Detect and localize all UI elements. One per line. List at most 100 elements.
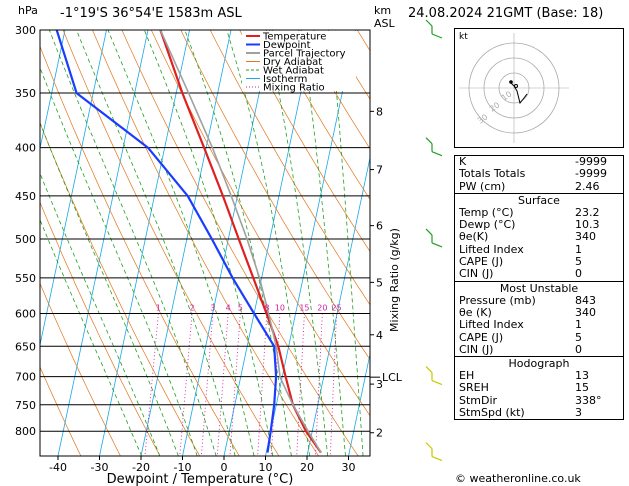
dry-adiabat-line	[40, 45, 240, 456]
x-axis-title: Dewpoint / Temperature (°C)	[107, 472, 294, 486]
wind-barb-flag	[425, 442, 433, 450]
dry-adiabat-line	[121, 30, 359, 456]
isotherm-line	[348, 352, 370, 456]
km-tick-4: 4	[376, 329, 383, 342]
mixing-ratio-label-25: 25	[331, 304, 341, 313]
dry-adiabat-line	[239, 30, 370, 253]
row-mu-cin: CIN (J) 0	[459, 342, 582, 356]
row-stmdir: StmDir 338°	[459, 393, 602, 407]
wind-barb-tail	[431, 380, 443, 386]
temperature-tick-10: 10	[259, 461, 273, 474]
dry-adiabat-line	[150, 30, 370, 417]
pressure-tick-300: 300	[15, 24, 36, 37]
km-tick-6: 6	[376, 220, 383, 233]
row-surface-cin: CIN (J) 0	[459, 267, 582, 281]
mixing-ratio-label-1: 1	[156, 304, 161, 313]
isotherm-line	[306, 155, 370, 456]
wet-adiabat-line	[76, 30, 236, 456]
dry-adiabat-line	[268, 30, 370, 201]
wind-barb-700	[425, 366, 443, 386]
temperature-tick--30: -30	[91, 461, 109, 474]
isotherm-line	[40, 30, 107, 347]
row-surface-dewp: Dewp (°C) 10.3	[459, 218, 600, 232]
temperature-tick-20: 20	[300, 461, 314, 474]
wind-barb-300	[425, 19, 443, 39]
lcl-label: LCL	[382, 371, 403, 384]
isotherm-line	[223, 30, 315, 456]
temperature-tick--40: -40	[49, 461, 67, 474]
mixing-ratio-line	[216, 313, 229, 456]
mixing-ratio-label-8: 8	[264, 304, 269, 313]
temperature-tick--10: -10	[174, 461, 192, 474]
wet-adiabat-line	[40, 172, 161, 456]
km-tick-8: 8	[376, 105, 383, 118]
mixing-ratio-label-5: 5	[238, 304, 243, 313]
wind-barb-flag	[425, 137, 433, 145]
wind-barb-tail	[431, 456, 443, 462]
wet-adiabat-line	[48, 30, 217, 456]
hodograph-unit: kt	[459, 32, 468, 42]
indices-table: K -9999 Totals Totals -9999 PW (cm) 2.46 Su…	[454, 155, 624, 421]
wet-adiabat-line	[40, 218, 142, 456]
asl-unit: ASL	[374, 17, 395, 30]
row-mu-cape: CAPE (J) 5	[459, 330, 582, 344]
km-tick-3: 3	[376, 378, 383, 391]
legend-wet-adiabat: Wet Adiabat	[263, 66, 324, 77]
pressure-tick-700: 700	[15, 371, 36, 384]
row-stmspd: StmSpd (kt) 3	[459, 406, 582, 420]
hodograph-storm-marker	[509, 80, 513, 84]
wind-barb-tail	[431, 33, 443, 39]
dry-adiabat-line	[92, 30, 319, 456]
surface-header: Surface	[455, 192, 623, 207]
series-dewpoint	[55, 30, 278, 453]
wind-barb-400	[425, 137, 443, 157]
row-totals: Totals Totals -9999	[459, 167, 607, 181]
dry-adiabat-line	[40, 366, 82, 456]
isotherm-line	[140, 30, 232, 456]
temperature-tick--20: -20	[132, 461, 150, 474]
row-eh: EH 13	[459, 369, 589, 383]
row-surface-temp: Temp (°C) 23.2	[459, 205, 600, 219]
hodograph: kt 10 20 30	[454, 28, 624, 148]
wet-adiabat-line	[226, 30, 310, 456]
dry-adiabat-line	[62, 30, 280, 456]
wet-adiabat-line	[300, 30, 346, 456]
mixing-ratio-label-20: 20	[317, 304, 327, 313]
dry-adiabat-line	[40, 201, 161, 456]
row-surface-cape: CAPE (J) 5	[459, 255, 582, 269]
mixing-ratio-label-3: 3	[210, 304, 215, 313]
row-mu-li: Lifted Index 1	[459, 318, 582, 332]
wet-adiabat-line	[330, 30, 364, 456]
mixing-ratio-label-10: 10	[275, 304, 285, 313]
datetime-title: 24.08.2024 21GMT (Base: 18)	[408, 6, 604, 21]
pressure-tick-500: 500	[15, 233, 36, 246]
hodograph-mean-marker	[514, 84, 518, 88]
legend-parcel: Parcel Trajectory	[263, 49, 346, 60]
isotherm-line	[99, 30, 190, 456]
row-surface-li: Lifted Index 1	[459, 242, 582, 256]
legend-isotherm: Isotherm	[263, 74, 307, 85]
isotherm-line	[182, 30, 273, 456]
temperature-tick-0: 0	[221, 461, 228, 474]
temperature-tick-30: 30	[342, 461, 356, 474]
mixing-ratio-line	[257, 313, 268, 456]
wind-barb-flag	[425, 19, 433, 27]
mixing-ratio-label-4: 4	[226, 304, 231, 313]
copyright: © weatheronline.co.uk	[455, 472, 581, 485]
row-sreh: SREH 15	[459, 381, 589, 395]
km-tick-7: 7	[376, 164, 383, 177]
row-pw: PW (cm) 2.46	[459, 179, 600, 193]
wet-adiabat-line	[40, 121, 179, 456]
mixing-ratio-line	[329, 313, 338, 456]
pressure-tick-550: 550	[15, 272, 36, 285]
mixing-ratio-axis-title: Mixing Ratio (g/kg)	[388, 228, 401, 332]
dry-adiabat-line	[209, 30, 370, 306]
pressure-tick-800: 800	[15, 425, 36, 438]
km-unit: km	[374, 4, 392, 17]
legend-dewpoint: Dewpoint	[263, 40, 311, 51]
mixing-ratio-line	[229, 313, 241, 456]
hpa-unit: hPa	[18, 4, 38, 17]
legend-temperature: Temperature	[262, 32, 326, 43]
wet-adiabat-line	[184, 30, 292, 456]
